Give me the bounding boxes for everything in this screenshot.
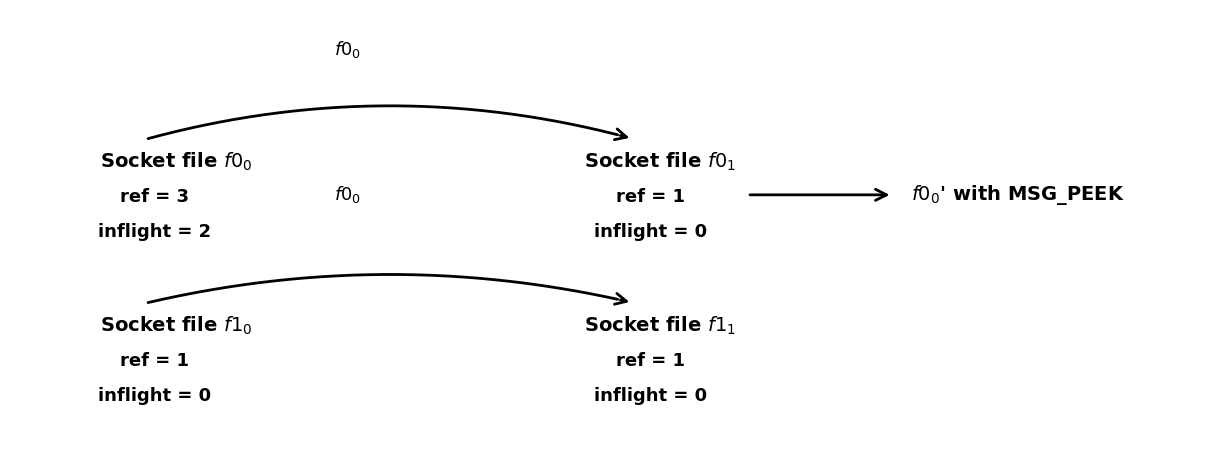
Text: inflight = 0: inflight = 0 [97,387,210,405]
Text: ref = 1: ref = 1 [615,352,685,370]
Text: $f0_0$: $f0_0$ [334,39,361,60]
Text: Socket file $f0_0$: Socket file $f0_0$ [100,151,252,173]
Text: inflight = 0: inflight = 0 [593,387,706,405]
Text: $f0_0$' with MSG_PEEK: $f0_0$' with MSG_PEEK [911,183,1125,207]
Text: $f0_0$: $f0_0$ [334,184,361,205]
Text: ref = 3: ref = 3 [119,188,188,206]
Text: Socket file $f0_1$: Socket file $f0_1$ [584,151,736,173]
Text: Socket file $f1_0$: Socket file $f1_0$ [100,315,252,337]
Text: inflight = 0: inflight = 0 [593,223,706,241]
Text: ref = 1: ref = 1 [615,188,685,206]
Text: ref = 1: ref = 1 [119,352,188,370]
Text: Socket file $f1_1$: Socket file $f1_1$ [584,315,736,337]
Text: inflight = 2: inflight = 2 [97,223,210,241]
